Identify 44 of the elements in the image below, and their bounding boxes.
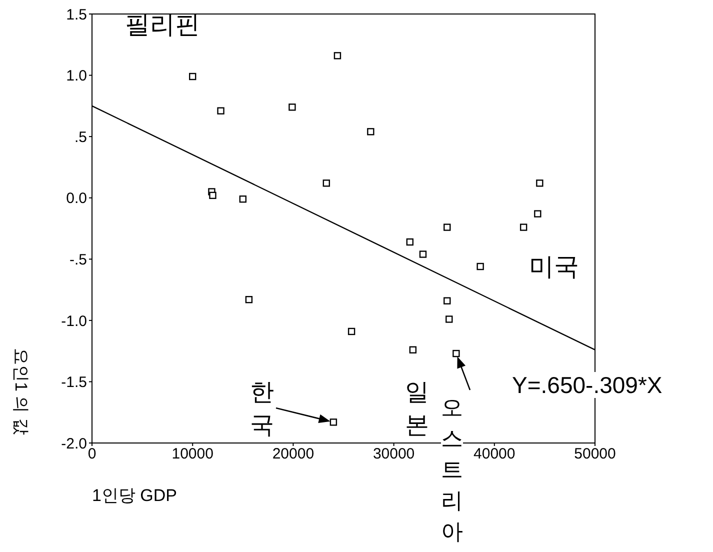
- point: [330, 418, 338, 426]
- point: [446, 316, 453, 323]
- point: [288, 104, 296, 111]
- x-tick-label: 40000: [474, 446, 516, 463]
- point: [189, 72, 196, 80]
- y-tick-label: -1.0: [61, 312, 87, 330]
- y-tick-label: .5: [74, 128, 87, 146]
- annotation: 필리핀: [125, 11, 200, 39]
- point: [334, 52, 342, 60]
- point: [245, 296, 253, 304]
- point: [239, 195, 246, 203]
- point: [444, 297, 451, 304]
- x-tick-label: 20000: [272, 446, 314, 463]
- x-axis-title: 1인당 GDP: [92, 485, 178, 507]
- y-axis-title: 요인1 의 값: [10, 347, 32, 437]
- y-tick-label: -.5: [69, 251, 87, 268]
- point: [476, 262, 484, 270]
- point: [367, 128, 374, 136]
- x-tick-label: 50000: [574, 446, 616, 463]
- x-tick-label: 0: [88, 446, 96, 463]
- point: [419, 250, 427, 258]
- point: [520, 224, 528, 231]
- annotation: Y=.650-.309*X: [512, 372, 662, 398]
- y-tick-label: 1.0: [66, 68, 87, 85]
- point: [536, 180, 544, 187]
- point: [209, 192, 216, 200]
- y-tick-label: -2.0: [61, 435, 87, 452]
- point: [534, 210, 542, 218]
- point: [348, 328, 356, 336]
- y-tick-label: 1.5: [66, 6, 87, 24]
- y-tick-label: -1.5: [61, 374, 87, 392]
- annotation: 한국: [250, 379, 274, 439]
- annotation: 일본: [405, 379, 429, 439]
- point: [322, 180, 330, 187]
- point: [406, 238, 414, 246]
- point: [452, 350, 460, 358]
- x-tick-label: 30000: [372, 446, 415, 463]
- annotation: 미국: [529, 253, 579, 281]
- point: [409, 346, 417, 354]
- x-tick-label: 10000: [172, 446, 214, 463]
- annotation: 오스트리아: [441, 395, 463, 544]
- y-tick-label: 0.0: [66, 190, 87, 208]
- point: [217, 107, 224, 114]
- point: [444, 224, 451, 231]
